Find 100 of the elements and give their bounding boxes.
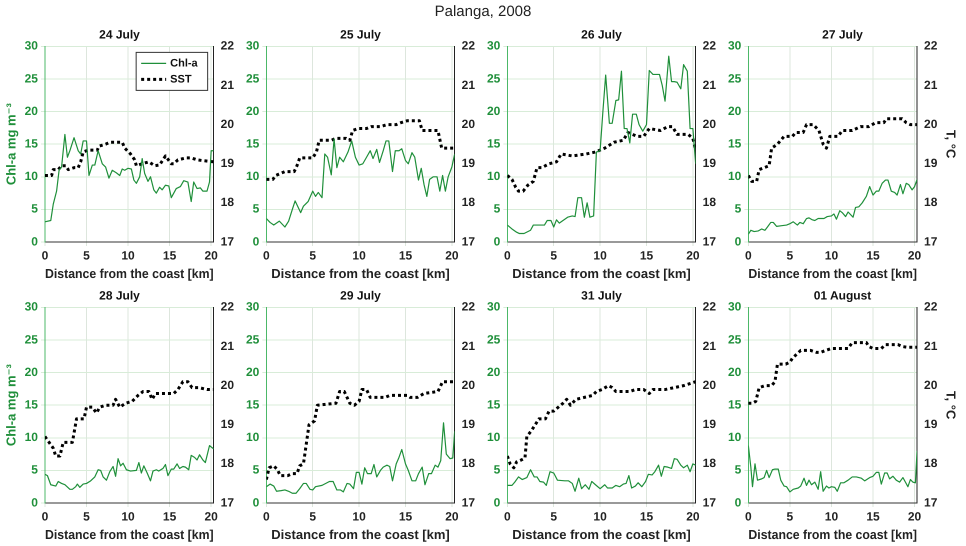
y2-tick-label: 20	[924, 378, 938, 392]
y2-tick-label: 21	[924, 338, 938, 353]
y2-tick-label: 19	[702, 156, 716, 170]
y-tick-label: 15	[246, 136, 260, 151]
y2-tick-label: 17	[462, 234, 476, 248]
x-tick-label: 5	[550, 248, 558, 263]
x-tick-label: 10	[352, 248, 366, 263]
y2-tick-label: 21	[462, 338, 476, 353]
x-tick-label: 5	[309, 248, 316, 263]
y2-tick-label: 19	[462, 156, 476, 170]
y2-tick-label: 18	[220, 195, 234, 210]
x-tick-label: 5	[550, 510, 558, 524]
y-axis-title: Chl-a mg m⁻³	[3, 364, 18, 446]
x-tick-label: 20	[445, 248, 459, 263]
y-tick-label: 30	[486, 300, 501, 314]
x-tick-label: 20	[686, 510, 700, 524]
y-tick-label: 20	[486, 104, 501, 118]
y2-tick-label: 22	[924, 38, 938, 53]
y-tick-label: 30	[246, 38, 260, 53]
y2-tick-label: 17	[702, 234, 716, 248]
text: Palanga, 2008	[434, 3, 532, 20]
y-tick-label: 0	[31, 495, 38, 510]
x-tick-label: 5	[83, 248, 90, 263]
x-tick-label: 15	[866, 510, 880, 524]
y-tick-label: 5	[31, 462, 38, 477]
y2-tick-label: 19	[924, 156, 938, 170]
x-tick-label: 20	[908, 510, 922, 524]
x-axis-title: Distance from the coast [km]	[512, 526, 691, 542]
y-tick-label: 25	[486, 71, 501, 86]
y2-tick-label: 18	[924, 456, 938, 470]
x-axis-title: Distance from the coast [km]	[45, 527, 214, 542]
x-tick-label: 10	[121, 510, 136, 524]
y-tick-label: 5	[252, 202, 260, 216]
chart-title: 25 July	[340, 28, 382, 42]
x-tick-label: 15	[162, 248, 177, 263]
x-tick-label: 5	[786, 510, 794, 524]
legend-label: SST	[170, 73, 192, 86]
x-tick-label: 20	[445, 510, 459, 524]
y-tick-label: 15	[728, 136, 742, 151]
y-tick-label: 5	[734, 202, 742, 216]
y-tick-label: 0	[252, 495, 260, 510]
y-tick-label: 5	[494, 202, 501, 216]
x-tick-label: 5	[83, 510, 90, 524]
x-tick-label: 15	[866, 248, 880, 263]
y-axis-title: Chl-a mg m⁻³	[3, 102, 18, 186]
y2-tick-label: 20	[462, 378, 476, 392]
x-tick-label: 0	[745, 510, 752, 524]
y-tick-label: 10	[486, 169, 501, 184]
y2-tick-label: 18	[462, 195, 476, 210]
x-tick-label: 20	[204, 248, 218, 263]
y2-tick-label: 21	[702, 338, 716, 353]
y-tick-label: 30	[728, 300, 742, 314]
chart-title: 29 July	[340, 288, 382, 303]
x-tick-label: 10	[593, 248, 608, 263]
y-tick-label: 25	[24, 332, 38, 346]
y-tick-label: 15	[24, 136, 38, 151]
x-tick-label: 0	[745, 248, 752, 263]
y-tick-label: 10	[486, 430, 501, 444]
y2-tick-label: 22	[462, 300, 476, 314]
y-tick-label: 0	[734, 495, 742, 510]
y2-tick-label: 18	[924, 195, 938, 210]
y2-tick-label: 22	[220, 38, 234, 53]
y-tick-label: 30	[486, 38, 501, 53]
x-tick-label: 0	[504, 510, 512, 524]
y2-tick-label: 17	[924, 234, 938, 248]
y2-tick-label: 18	[702, 456, 716, 470]
chart-title: 01 August	[814, 288, 872, 303]
y2-tick-label: 18	[462, 456, 476, 470]
y-tick-label: 10	[246, 430, 260, 444]
y-tick-label: 10	[24, 169, 38, 184]
y2-tick-label: 22	[702, 300, 716, 314]
x-tick-label: 0	[504, 248, 512, 263]
y-tick-label: 25	[486, 332, 501, 346]
y-tick-label: 15	[486, 136, 501, 151]
y2-tick-label: 20	[924, 116, 938, 131]
y2-tick-label: 20	[220, 116, 234, 131]
x-tick-label: 0	[263, 248, 270, 263]
chart-title: 31 July	[581, 288, 622, 303]
y-tick-label: 25	[728, 71, 742, 86]
x-tick-label: 15	[398, 248, 412, 263]
y-tick-label: 30	[24, 38, 38, 53]
y-tick-label: 20	[728, 364, 742, 379]
y-tick-label: 30	[728, 38, 742, 53]
y2-tick-label: 22	[924, 300, 938, 314]
chart-title: 27 July	[822, 28, 864, 42]
x-axis-title: Distance from the coast [km]	[271, 266, 450, 281]
y2-tick-label: 22	[220, 300, 234, 314]
y2-tick-label: 18	[220, 456, 234, 470]
y-tick-label: 0	[31, 234, 38, 248]
x-tick-label: 10	[352, 510, 366, 524]
y2-tick-label: 18	[702, 195, 716, 210]
y-tick-label: 25	[24, 71, 38, 86]
y2-tick-label: 17	[462, 495, 476, 510]
x-tick-label: 0	[263, 510, 270, 524]
x-tick-label: 20	[204, 510, 218, 524]
y-tick-label: 15	[728, 398, 742, 412]
legend-label: Chl-a	[170, 57, 199, 70]
y2-axis-title: T, °C	[944, 130, 959, 159]
x-tick-label: 0	[42, 510, 49, 524]
x-tick-label: 10	[824, 510, 838, 524]
